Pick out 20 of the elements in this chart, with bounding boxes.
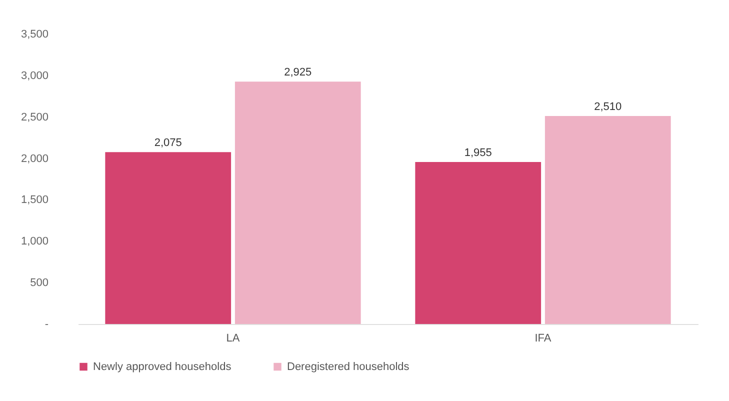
bar xyxy=(234,82,361,324)
data-label: 2,075 xyxy=(154,137,182,150)
y-tick-label: 500 xyxy=(30,277,48,290)
data-label: 2,510 xyxy=(594,101,622,114)
data-label: 2,925 xyxy=(284,66,312,79)
legend-label: Newly approved households xyxy=(93,360,232,373)
y-tick-label: 1,000 xyxy=(20,236,48,248)
data-label: 1,955 xyxy=(464,147,492,160)
y-tick-label: 2,500 xyxy=(20,111,48,124)
x-tick-label: IFA xyxy=(534,332,552,344)
y-tick-label: 2,000 xyxy=(20,152,48,165)
bar xyxy=(544,116,671,324)
y-tick-label: 3,500 xyxy=(20,28,48,40)
x-tick-label: LA xyxy=(226,332,240,344)
y-tick-label: 3,000 xyxy=(20,70,48,82)
y-tick-label: - xyxy=(44,318,49,330)
legend-label: Deregistered households xyxy=(287,360,410,373)
y-tick-label: 1,500 xyxy=(20,194,48,206)
bar xyxy=(415,162,542,324)
bar xyxy=(105,152,232,324)
